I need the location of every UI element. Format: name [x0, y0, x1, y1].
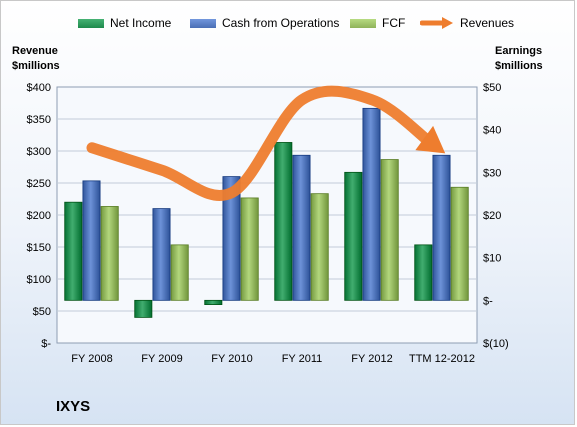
right-axis-title-line1: Earnings [495, 45, 543, 57]
category-label: TTM 12-2012 [409, 353, 475, 365]
legend: Net Income Cash from Operations FCF Reve… [0, 16, 577, 32]
bar-cash-from-operations [152, 208, 171, 301]
legend-item-net-income: Net Income [78, 16, 171, 30]
bar-net-income [204, 299, 223, 306]
legend-label-cash-from-operations: Cash from Operations [222, 16, 340, 30]
category-label: FY 2010 [211, 353, 252, 365]
legend-label-fcf: FCF [382, 16, 406, 30]
company-name: IXYS [56, 398, 91, 415]
bar-net-income [64, 201, 83, 301]
bar-cash-from-operations [292, 154, 311, 301]
right-tick-label: $30 [483, 167, 501, 179]
right-tick-label: $40 [483, 125, 501, 137]
bar-fcf [310, 193, 329, 301]
bar-cash-from-operations [362, 107, 381, 301]
bar-fcf [100, 206, 119, 301]
left-axis-title: Revenue $millions [12, 44, 60, 74]
bar-net-income [344, 171, 363, 301]
category-label: FY 2011 [282, 353, 323, 365]
right-tick-label: $50 [483, 82, 501, 94]
legend-swatch-cash-from-operations [190, 18, 216, 28]
legend-item-revenues: Revenues [420, 16, 514, 30]
left-tick-label: $300 [27, 146, 51, 158]
legend-swatch-fcf [350, 18, 376, 28]
legend-swatch-net-income [78, 18, 104, 28]
right-axis-title-line2: $millions [495, 60, 543, 72]
category-label: FY 2009 [141, 353, 182, 365]
left-axis-title-line2: $millions [12, 60, 60, 72]
bar-fcf [240, 197, 259, 301]
legend-label-revenues: Revenues [460, 16, 515, 30]
legend-label-net-income: Net Income [110, 16, 172, 30]
right-tick-label: $- [483, 295, 493, 307]
bar-cash-from-operations [222, 176, 241, 301]
category-label: FY 2012 [351, 353, 392, 365]
category-label: FY 2008 [71, 353, 112, 365]
right-tick-label: $20 [483, 210, 501, 222]
bar-fcf [450, 186, 469, 301]
bar-fcf [380, 159, 399, 301]
left-tick-label: $150 [27, 242, 51, 254]
bar-cash-from-operations [432, 154, 451, 301]
legend-item-cash-from-operations: Cash from Operations [190, 16, 339, 30]
legend-item-fcf: FCF [350, 16, 405, 30]
right-axis-title: Earnings $millions [495, 44, 543, 74]
left-tick-label: $400 [27, 82, 51, 94]
bar-cash-from-operations [82, 180, 101, 301]
left-tick-label: $350 [27, 114, 51, 126]
legend-arrow-revenues [420, 17, 453, 29]
bar-fcf [170, 244, 189, 301]
bar-net-income [134, 299, 153, 318]
revenues-arrowhead [415, 125, 446, 154]
left-axis-title-line1: Revenue [12, 45, 58, 57]
bar-net-income [414, 244, 433, 301]
right-tick-label: $(10) [483, 338, 509, 350]
left-tick-label: $250 [27, 178, 51, 190]
left-tick-label: $- [41, 338, 51, 350]
revenues-line [86, 85, 435, 201]
left-tick-label: $50 [33, 306, 51, 318]
right-tick-label: $10 [483, 253, 501, 265]
left-tick-label: $200 [27, 210, 51, 222]
left-tick-label: $100 [27, 274, 51, 286]
bar-net-income [274, 142, 293, 301]
